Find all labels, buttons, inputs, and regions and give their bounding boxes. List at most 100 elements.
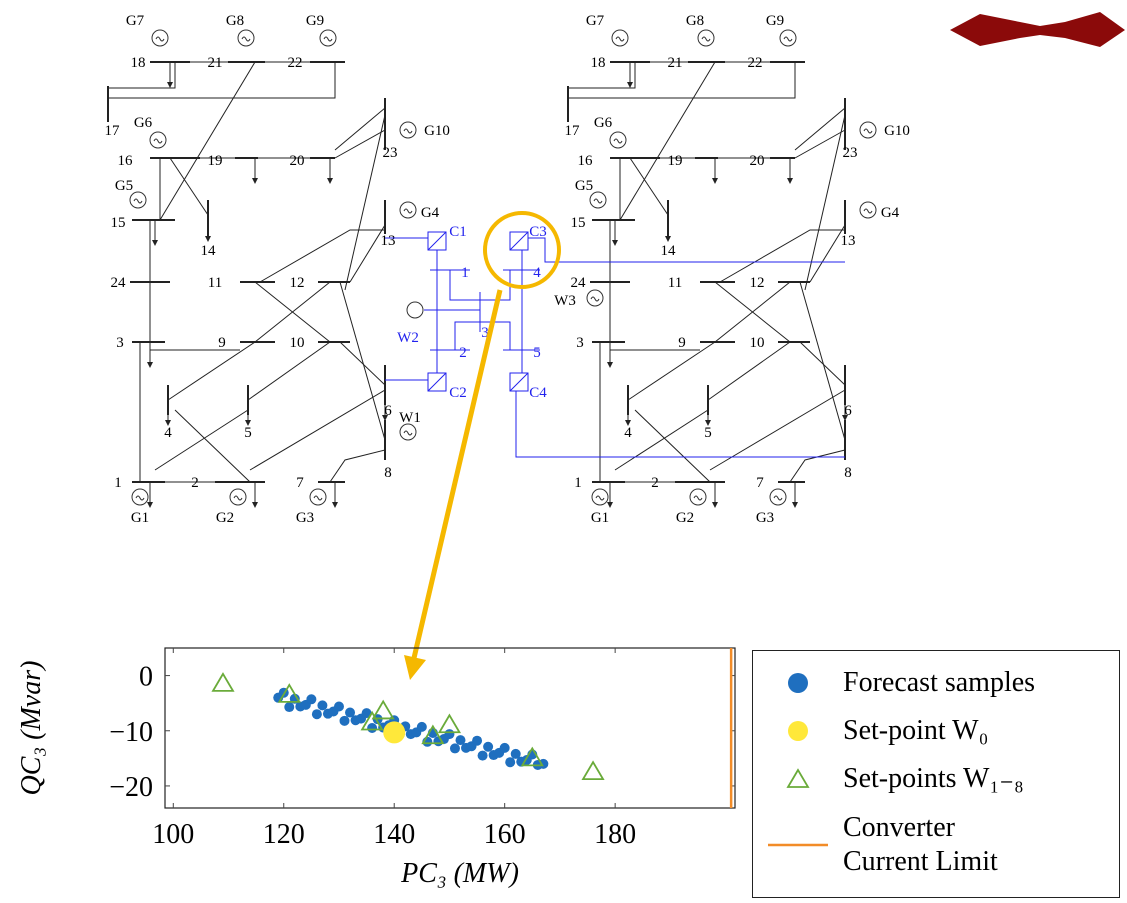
dc-label: W2 <box>397 330 419 346</box>
load-arrow <box>792 502 798 508</box>
x-tick-label: 120 <box>263 819 305 850</box>
bus-label: 15 <box>111 215 126 231</box>
bus-label: 19 <box>208 153 223 169</box>
line <box>800 342 845 385</box>
bus-label: 8 <box>844 465 852 481</box>
legend-circle <box>788 673 808 693</box>
load-arrow <box>332 502 338 508</box>
x-tick-label: 180 <box>594 819 636 850</box>
dc-grid: C1C314W2325C2C4 <box>385 224 845 457</box>
line <box>710 390 845 470</box>
point <box>312 709 322 719</box>
arrow-head <box>404 655 426 680</box>
load-arrow <box>665 236 671 242</box>
bus-label: G4 <box>881 205 900 221</box>
bus-label: 10 <box>750 335 765 351</box>
load-arrow <box>712 502 718 508</box>
bus-label: 16 <box>578 153 594 169</box>
bus-label: G10 <box>424 123 450 139</box>
bus-label: G5 <box>575 178 593 194</box>
plot-frame <box>165 648 735 808</box>
legend-entry: Set-point W₀ <box>753 711 1073 751</box>
bus-label: 8 <box>384 465 392 481</box>
bus-label: G6 <box>594 115 613 131</box>
legend-marker <box>753 711 843 751</box>
line <box>340 342 385 385</box>
y-tick-label: −20 <box>109 772 153 803</box>
bus-label: 6 <box>384 403 392 419</box>
logo <box>950 12 1125 47</box>
dc-label: C2 <box>449 385 467 401</box>
bus-label: 5 <box>704 425 712 441</box>
bus-label: 20 <box>750 153 765 169</box>
legend-entry: Converter Current Limit <box>753 811 1013 879</box>
bus-label: 11 <box>208 275 222 291</box>
point <box>284 702 294 712</box>
point <box>383 721 405 743</box>
y-tick-label: 0 <box>139 662 153 693</box>
point <box>450 743 460 753</box>
bus-label: 11 <box>668 275 682 291</box>
bus-label: G1 <box>131 510 149 526</box>
point <box>472 736 482 746</box>
bus-label: G9 <box>306 13 324 29</box>
point <box>483 742 493 752</box>
x-axis-label: PC₃ (MW) <box>400 858 519 889</box>
bus-label: 13 <box>381 233 396 249</box>
bus-label: 15 <box>571 215 586 231</box>
bus-label: 9 <box>218 335 226 351</box>
bus-label: 23 <box>843 145 858 161</box>
bus-label: 2 <box>651 475 659 491</box>
point <box>213 674 233 691</box>
wind-label: W1 <box>399 410 421 426</box>
point <box>334 701 344 711</box>
dc-label: C1 <box>449 224 467 240</box>
dc-label: C4 <box>529 385 547 401</box>
load-arrow <box>147 502 153 508</box>
bus-label: 9 <box>678 335 686 351</box>
bus-label: 18 <box>591 55 606 71</box>
bus-label: 19 <box>668 153 683 169</box>
point <box>417 722 427 732</box>
bus-label: G2 <box>216 510 234 526</box>
legend-label: Set-points W₁₋₈ <box>843 762 1073 796</box>
point <box>340 716 350 726</box>
bus-label: G1 <box>591 510 609 526</box>
dc-label: 1 <box>461 265 469 281</box>
line <box>168 342 255 400</box>
bus-label: 14 <box>201 243 217 259</box>
bus-label: 23 <box>383 145 398 161</box>
legend-label: Set-point W₀ <box>843 714 1073 748</box>
bus-label: 21 <box>668 55 683 71</box>
bus-label: G3 <box>756 510 774 526</box>
bus-label: 22 <box>748 55 763 71</box>
line <box>340 282 385 440</box>
bus-label: 24 <box>571 275 587 291</box>
legend: Forecast samples Set-point W₀ Set-points W… <box>752 650 1120 898</box>
bus-label: G7 <box>586 13 605 29</box>
bus-label: 3 <box>116 335 124 351</box>
dc-label: 2 <box>459 345 467 361</box>
load-arrow <box>327 178 333 184</box>
bus-label: G8 <box>686 13 704 29</box>
bus-label: 10 <box>290 335 305 351</box>
line <box>635 410 710 482</box>
load-arrow <box>252 502 258 508</box>
legend-entry: Forecast samples <box>753 663 1073 703</box>
legend-marker <box>753 663 843 703</box>
bus-label: 2 <box>191 475 199 491</box>
point <box>317 700 327 710</box>
legend-label: Forecast samples <box>843 666 1073 700</box>
line <box>250 390 385 470</box>
line <box>170 158 208 215</box>
bus-label: 12 <box>750 275 765 291</box>
bus-label: 17 <box>565 123 581 139</box>
bus-label: 18 <box>131 55 146 71</box>
legend-triangle <box>788 770 808 787</box>
dc-label: 4 <box>533 265 541 281</box>
bus-label: G5 <box>115 178 133 194</box>
dc-label: 5 <box>533 345 541 361</box>
bus-label: G6 <box>134 115 153 131</box>
bus-label: 21 <box>208 55 223 71</box>
